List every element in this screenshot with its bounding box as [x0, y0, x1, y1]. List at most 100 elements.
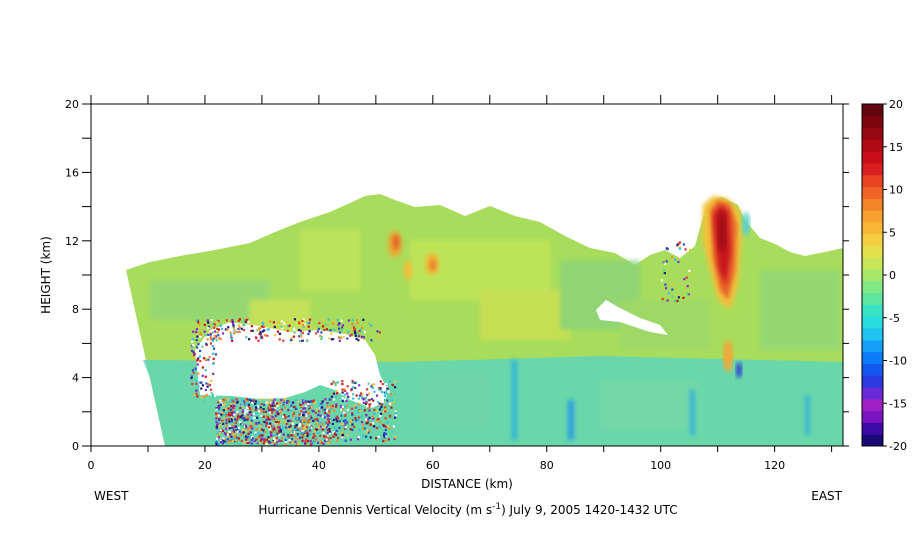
noise-speck	[306, 434, 309, 438]
noise-speck	[265, 422, 269, 425]
noise-speck	[282, 399, 285, 402]
noise-speck	[260, 414, 263, 417]
noise-speck	[373, 412, 376, 415]
noise-speck	[300, 410, 303, 413]
noise-speck	[345, 421, 349, 424]
noise-speck	[273, 334, 277, 337]
noise-speck	[366, 405, 369, 408]
noise-speck	[386, 404, 389, 407]
noise-speck	[332, 431, 335, 434]
noise-speck	[221, 332, 225, 335]
noise-speck	[203, 395, 206, 398]
noise-speck	[201, 366, 204, 369]
noise-speck	[277, 421, 280, 424]
noise-speck	[294, 440, 297, 443]
noise-speck	[255, 422, 258, 425]
noise-speck	[296, 417, 299, 420]
noise-speck	[298, 411, 301, 414]
noise-speck	[223, 403, 226, 406]
noise-speck	[273, 404, 276, 407]
noise-speck	[215, 412, 218, 415]
noise-speck	[307, 400, 310, 403]
noise-speck	[328, 421, 331, 424]
noise-speck	[247, 417, 250, 420]
noise-speck	[267, 426, 270, 429]
noise-speck	[197, 321, 200, 324]
noise-speck	[246, 406, 249, 409]
noise-speck	[368, 416, 371, 419]
noise-speck	[375, 394, 379, 397]
noise-speck	[365, 419, 368, 422]
noise-speck	[190, 377, 193, 380]
noise-speck	[357, 339, 360, 342]
noise-speck	[346, 337, 349, 340]
noise-speck	[222, 404, 226, 407]
noise-speck	[237, 437, 240, 440]
noise-speck	[275, 437, 278, 440]
noise-speck	[297, 427, 300, 430]
noise-speck	[227, 411, 230, 414]
noise-speck	[310, 430, 313, 433]
noise-speck	[263, 329, 266, 332]
noise-speck	[270, 401, 273, 404]
noise-speck	[237, 319, 240, 322]
noise-speck	[671, 255, 674, 259]
noise-speck	[298, 425, 301, 428]
noise-speck	[276, 411, 279, 414]
noise-speck	[385, 390, 388, 393]
noise-speck	[365, 436, 368, 439]
noise-speck	[277, 422, 281, 425]
noise-speck	[682, 296, 685, 299]
noise-speck	[321, 423, 324, 426]
noise-speck	[269, 422, 272, 425]
noise-speck	[241, 403, 244, 406]
noise-speck	[292, 412, 296, 415]
noise-speck	[689, 248, 692, 252]
noise-speck	[323, 435, 326, 438]
noise-speck	[274, 414, 277, 418]
noise-speck	[287, 420, 290, 423]
noise-speck	[293, 406, 296, 409]
noise-speck	[351, 423, 354, 426]
colorbar-cell	[862, 257, 883, 270]
noise-speck	[326, 413, 329, 416]
colorbar-cell	[862, 387, 883, 400]
noise-speck	[320, 331, 323, 334]
noise-speck	[351, 412, 354, 415]
noise-speck	[258, 410, 261, 413]
noise-speck	[226, 328, 229, 331]
noise-speck	[249, 416, 252, 419]
noise-speck	[319, 422, 322, 425]
noise-speck	[274, 417, 277, 420]
noise-speck	[279, 420, 282, 423]
noise-speck	[341, 408, 345, 411]
noise-speck	[677, 296, 680, 299]
noise-speck	[345, 404, 349, 407]
noise-speck	[231, 339, 234, 343]
noise-speck	[274, 401, 277, 404]
noise-speck	[356, 406, 359, 409]
noise-speck	[239, 415, 242, 418]
noise-speck	[266, 337, 269, 340]
noise-speck	[394, 416, 397, 419]
noise-speck	[306, 423, 310, 426]
noise-speck	[224, 328, 227, 331]
noise-speck	[272, 408, 275, 411]
noise-speck	[215, 425, 218, 428]
noise-speck	[339, 336, 342, 339]
noise-speck	[280, 320, 283, 323]
noise-speck	[260, 335, 263, 338]
noise-speck	[255, 441, 258, 444]
noise-speck	[226, 438, 229, 441]
noise-speck	[245, 426, 248, 429]
noise-speck	[221, 429, 225, 432]
noise-speck	[295, 434, 298, 437]
noise-speck	[357, 397, 360, 400]
noise-speck	[281, 327, 284, 330]
noise-speck	[228, 420, 231, 423]
noise-speck	[333, 398, 336, 401]
x-tick-label: 20	[198, 459, 212, 472]
noise-speck	[197, 326, 200, 329]
noise-speck	[232, 404, 235, 407]
noise-speck	[308, 423, 311, 426]
